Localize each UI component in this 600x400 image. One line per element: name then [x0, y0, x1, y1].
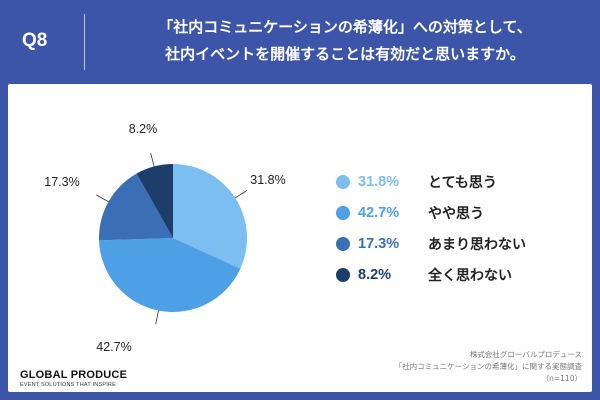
data-label-2: 42.7%: [96, 340, 131, 354]
source-note: 株式会社グローバルプロデュース 「社内コミュニケーションの希薄化」に関する実態調…: [395, 349, 582, 385]
pie-slice-1: [173, 164, 247, 269]
question-text: 「社内コミュニケーションの希薄化」への対策として、 社内イベントを開催することは…: [100, 14, 590, 68]
source-survey: 「社内コミュニケーションの希薄化」に関する実態調査: [394, 362, 582, 371]
pie-slice-2: [99, 238, 241, 313]
legend-swatch: [336, 237, 350, 251]
legend-swatch: [336, 268, 350, 282]
legend-swatch: [336, 175, 350, 189]
legend-item-3: 17.3% あまり思わない: [336, 233, 576, 255]
legend-percent: 17.3%: [358, 236, 400, 252]
legend-label: 全く思わない: [428, 268, 512, 284]
data-label-3: 17.3%: [44, 175, 79, 189]
source-sample-size: （n=110）: [541, 374, 582, 383]
legend-percent: 42.7%: [358, 205, 400, 221]
legend-swatch: [336, 206, 350, 220]
brand-tagline: EVENT SOLUTIONS THAT INSPIRE: [20, 382, 116, 388]
source-company: 株式会社グローバルプロデュース: [469, 350, 582, 359]
question-header: Q8 「社内コミュニケーションの希薄化」への対策として、 社内イベントを開催する…: [0, 0, 600, 84]
question-line-1: 「社内コミュニケーションの希薄化」への対策として、: [158, 18, 532, 36]
leader-line-2: [155, 310, 159, 325]
pie-slice-4: [136, 164, 173, 238]
leader-line-3: [96, 194, 109, 203]
header-divider: [84, 14, 85, 70]
question-number: Q8: [22, 30, 48, 51]
legend-percent: 31.8%: [358, 174, 400, 190]
legend-item-4: 8.2% 全く思わない: [336, 264, 576, 286]
data-label-1: 31.8%: [250, 173, 285, 187]
brand-logo: GLOBAL PRODUCE EVENT SOLUTIONS THAT INSP…: [20, 369, 127, 388]
legend-percent: 8.2%: [358, 267, 392, 283]
legend-item-2: 42.7% やや思う: [336, 202, 576, 224]
brand-name: GLOBAL PRODUCE: [20, 369, 128, 381]
data-label-4: 8.2%: [129, 122, 158, 136]
pie-slice-3: [98, 173, 173, 241]
legend-item-1: 31.8% とても思う: [336, 171, 576, 193]
question-line-2: 社内イベントを開催することは有効だと思いますか。: [165, 45, 525, 63]
legend-label: とても思う: [428, 175, 497, 191]
legend-label: やや思う: [428, 206, 484, 222]
legend-label: あまり思わない: [428, 237, 526, 253]
leader-line-4: [150, 152, 155, 167]
leader-line-1: [235, 190, 248, 199]
